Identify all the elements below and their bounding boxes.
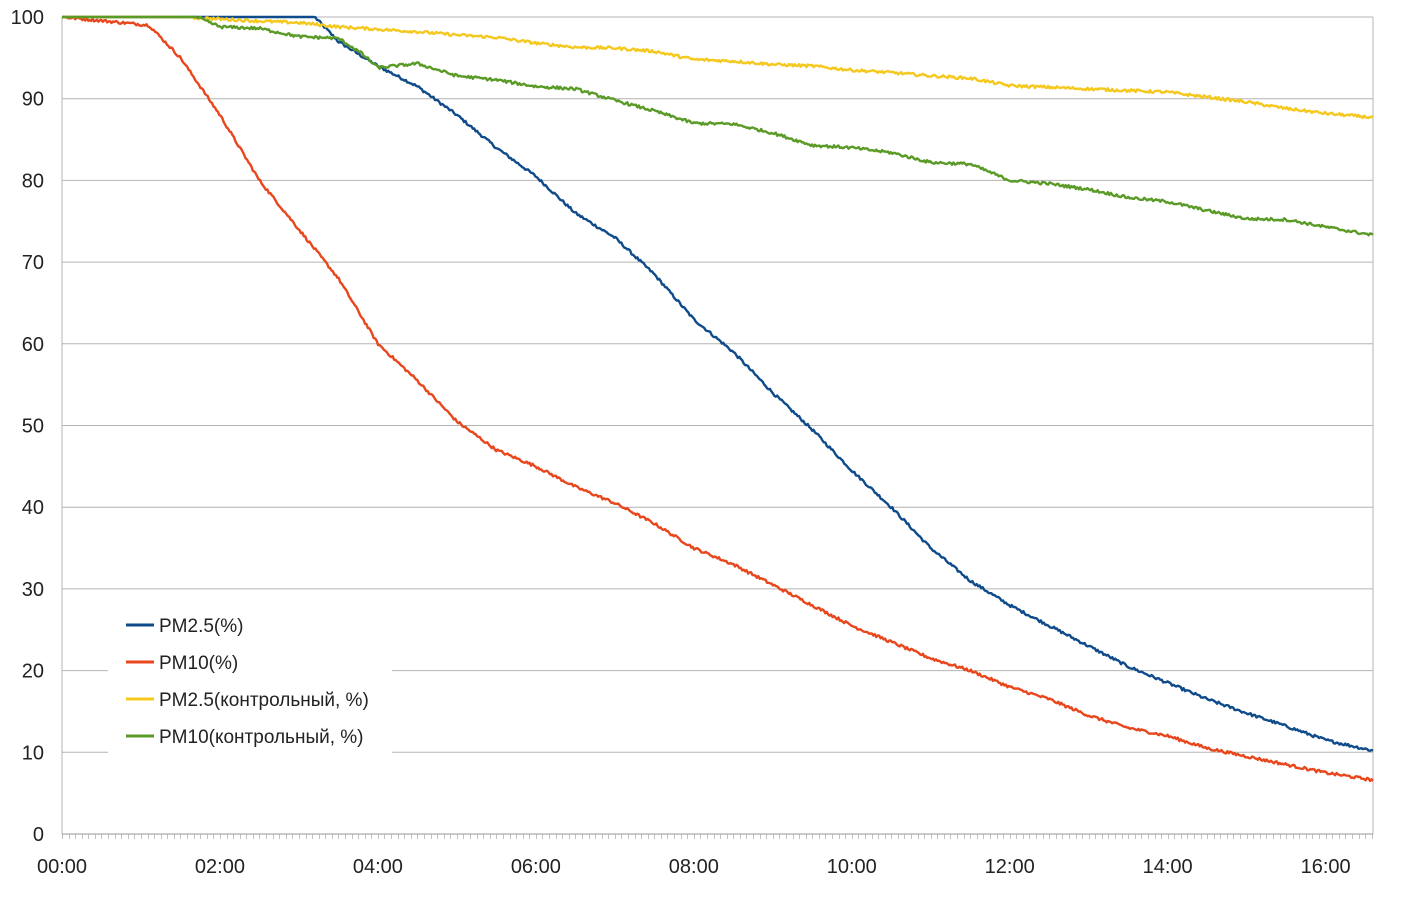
y-tick-label: 50	[22, 416, 44, 438]
y-tick-label: 0	[33, 824, 44, 846]
y-tick-label: 10	[22, 742, 44, 764]
x-minor-ticks	[62, 834, 1373, 839]
axes	[61, 17, 1374, 835]
y-tick-label: 100	[11, 7, 44, 29]
y-tick-label: 80	[22, 170, 44, 192]
x-tick-label: 08:00	[669, 856, 719, 878]
legend: PM2.5(%) PM10(%) PM2.5(контрольный, %) PM10…	[108, 604, 392, 758]
x-tick-labels: 00:00 02:00 04:00 06:00 08:00 10:00 12:00 14:00…	[37, 856, 1351, 878]
legend-entry-3: PM10(контрольный, %)	[159, 727, 364, 748]
legend-entry-2: PM2.5(контрольный, %)	[159, 690, 369, 711]
x-tick-label: 00:00	[37, 856, 87, 878]
series-line-0	[62, 15, 1374, 752]
x-tick-label: 16:00	[1301, 856, 1351, 878]
y-tick-label: 20	[22, 661, 44, 683]
y-tick-label: 90	[22, 89, 44, 111]
x-tick-label: 10:00	[827, 856, 877, 878]
x-tick-label: 06:00	[511, 856, 561, 878]
legend-box	[108, 604, 392, 758]
x-tick-label: 12:00	[985, 856, 1035, 878]
legend-entry-1: PM10(%)	[159, 653, 238, 674]
x-tick-label: 14:00	[1143, 856, 1193, 878]
y-tick-label: 30	[22, 579, 44, 601]
legend-entry-0: PM2.5(%)	[159, 616, 243, 637]
y-tick-label: 40	[22, 497, 44, 519]
series-line-3	[62, 15, 1374, 237]
x-tick-label: 04:00	[353, 856, 403, 878]
y-tick-labels: 0 10 20 30 40 50 60 70 80 90 100	[11, 7, 44, 846]
x-tick-label: 02:00	[195, 856, 245, 878]
y-tick-label: 70	[22, 252, 44, 274]
series-lines	[61, 15, 1374, 783]
series-line-1	[61, 15, 1374, 783]
y-tick-label: 60	[22, 334, 44, 356]
series-line-2	[62, 15, 1374, 120]
